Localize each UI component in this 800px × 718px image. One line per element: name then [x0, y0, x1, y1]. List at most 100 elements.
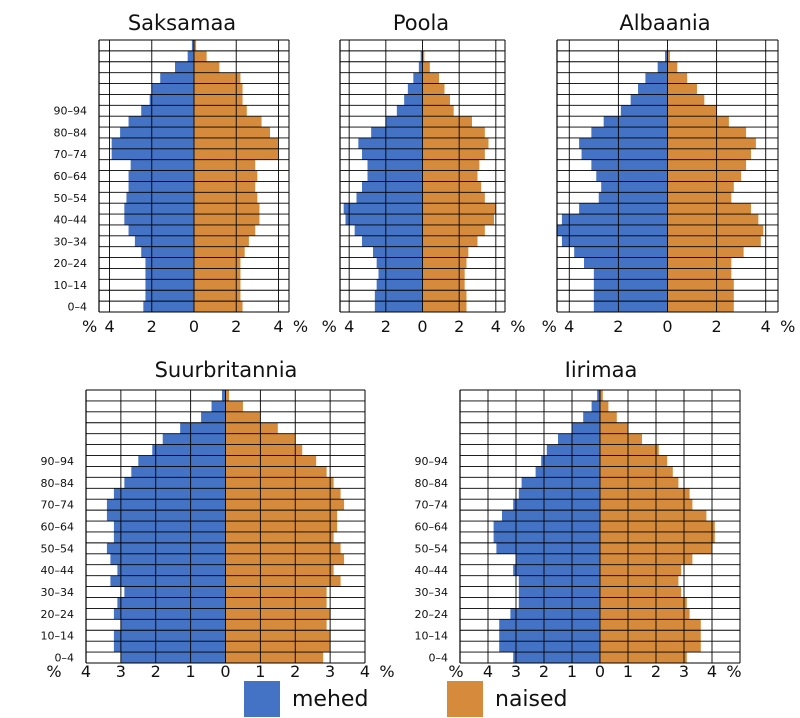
- x-tick-label: 3: [325, 662, 335, 681]
- age-label: 10–14: [41, 630, 75, 643]
- bar-men: [124, 477, 226, 489]
- x-tick-label: 1: [623, 662, 633, 681]
- bar-women: [194, 40, 197, 51]
- chart-title: Poola: [393, 11, 449, 35]
- bar-women: [600, 411, 617, 423]
- bar-women: [225, 422, 278, 434]
- bar-men: [128, 116, 194, 128]
- bar-men: [396, 105, 423, 117]
- bar-women: [225, 575, 341, 587]
- x-tick-label: 4: [104, 317, 114, 336]
- x-tick-label: 4: [761, 317, 771, 336]
- bar-men: [211, 400, 226, 412]
- chart-title: Albaania: [619, 11, 710, 35]
- age-label: 90–94: [54, 105, 88, 118]
- x-tick-label: 1: [186, 662, 196, 681]
- bar-women: [667, 72, 688, 84]
- bar-men: [160, 72, 194, 84]
- x-tick-label: 0: [595, 662, 605, 681]
- bar-men: [591, 159, 668, 171]
- bar-men: [358, 137, 423, 149]
- age-label: 50–54: [41, 542, 75, 555]
- bar-men: [376, 257, 423, 269]
- legend-label-women: naised: [495, 686, 568, 712]
- bar-men: [362, 181, 423, 193]
- age-label: 0–4: [55, 652, 75, 665]
- bar-men: [111, 148, 194, 160]
- bar-women: [422, 159, 480, 171]
- bar-men: [145, 290, 194, 302]
- x-tick-label: 4: [491, 317, 501, 336]
- bar-women: [225, 619, 327, 631]
- bar-women: [667, 94, 705, 106]
- bar-men: [128, 181, 194, 193]
- bar-women: [600, 510, 707, 522]
- bar-women: [194, 246, 245, 258]
- bar-men: [162, 433, 226, 445]
- bar-women: [225, 466, 327, 478]
- bar-women: [194, 290, 241, 302]
- age-label: 0–4: [429, 652, 449, 665]
- bar-women: [194, 61, 220, 73]
- bar-women: [422, 246, 469, 258]
- bar-men: [131, 466, 226, 478]
- bar-women: [422, 290, 467, 302]
- legend-item-women: naised: [447, 680, 568, 718]
- bar-men: [152, 444, 226, 456]
- bar-women: [667, 224, 764, 236]
- bar-women: [194, 301, 243, 312]
- bar-men: [222, 390, 226, 401]
- age-label: 10–14: [54, 279, 88, 292]
- bar-men: [593, 290, 668, 302]
- age-label: 40–44: [54, 214, 88, 227]
- bar-women: [600, 422, 628, 434]
- bar-men: [376, 279, 423, 291]
- bar-men: [180, 422, 226, 434]
- bar-women: [194, 268, 241, 280]
- x-unit-label-left: %: [46, 662, 61, 681]
- age-label: 60–64: [415, 521, 449, 534]
- bar-men: [113, 608, 226, 620]
- bar-women: [667, 235, 761, 247]
- bar-men: [343, 203, 423, 215]
- bar-men: [356, 192, 423, 204]
- bar-women: [600, 553, 693, 565]
- bar-women: [225, 531, 334, 543]
- age-label: 30–34: [415, 586, 449, 599]
- bar-men: [113, 521, 226, 532]
- bar-women: [600, 597, 687, 609]
- bar-men: [362, 148, 423, 160]
- bar-men: [145, 257, 194, 269]
- age-label: 0–4: [68, 301, 88, 314]
- bar-women: [422, 170, 478, 182]
- bar-women: [667, 214, 759, 225]
- x-tick-label: 4: [483, 662, 493, 681]
- bar-women: [194, 83, 243, 95]
- bar-women: [667, 61, 678, 73]
- bar-men: [113, 488, 226, 500]
- legend: mehed naised: [0, 680, 800, 718]
- bar-men: [630, 94, 668, 106]
- bar-men: [572, 422, 600, 434]
- bar-women: [600, 641, 701, 653]
- bar-men: [110, 553, 226, 565]
- bar-women: [667, 116, 729, 128]
- bar-women: [422, 181, 482, 193]
- x-unit-label-left: %: [322, 317, 337, 336]
- bar-women: [600, 433, 642, 445]
- bar-women: [600, 477, 679, 489]
- x-tick-label: 3: [511, 662, 521, 681]
- bar-women: [422, 50, 425, 62]
- x-tick-label: 2: [151, 662, 161, 681]
- bar-men: [657, 61, 668, 73]
- bar-women: [422, 94, 450, 106]
- bar-men: [518, 488, 600, 500]
- bar-women: [194, 116, 262, 128]
- bar-women: [667, 170, 742, 182]
- bar-men: [593, 279, 668, 291]
- bar-women: [194, 257, 241, 269]
- x-unit-label-left: %: [448, 662, 463, 681]
- bar-men: [413, 72, 423, 84]
- bar-women: [422, 137, 489, 149]
- bar-women: [194, 224, 256, 236]
